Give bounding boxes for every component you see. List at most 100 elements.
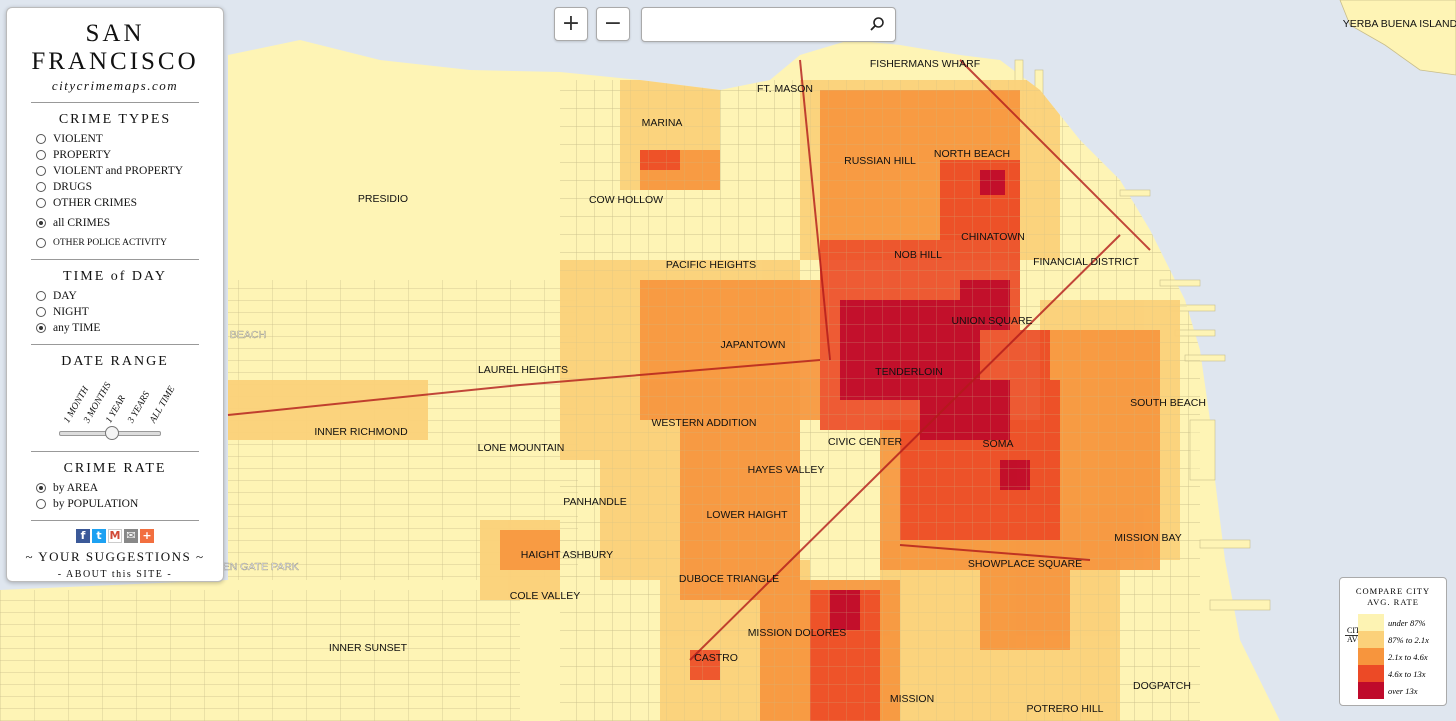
nb-label: UNION SQUARE: [951, 315, 1032, 327]
radio-property[interactable]: PROPERTY: [36, 147, 211, 163]
legend-swatch: [1358, 665, 1384, 682]
suggestions-link[interactable]: ~ YOUR SUGGESTIONS ~: [25, 549, 205, 564]
magnifier-icon[interactable]: [869, 16, 885, 32]
radio-button[interactable]: [36, 150, 46, 160]
radio-button[interactable]: [36, 166, 46, 176]
nb-label: COLE VALLEY: [510, 590, 580, 602]
crime-density-layer: [228, 80, 1200, 721]
time-of-day-heading: TIME of DAY: [63, 269, 167, 284]
option-label: all CRIMES: [53, 217, 111, 229]
nb-label: LONE MOUNTAIN: [478, 442, 565, 454]
radio-button[interactable]: [36, 307, 46, 317]
radio-violent-and-property[interactable]: VIOLENT and PROPERTY: [36, 163, 211, 179]
radio-night[interactable]: NIGHT: [36, 304, 211, 320]
nb-label: INNER SUNSET: [329, 642, 408, 654]
option-label: VIOLENT: [53, 133, 103, 145]
radio-button[interactable]: [36, 198, 46, 208]
range-label: 1 YEAR: [104, 394, 128, 425]
control-panel: SAN FRANCISCO citycrimemaps.com CRIME TY…: [6, 7, 224, 582]
nb-label: MISSION: [890, 693, 934, 705]
radio-day[interactable]: DAY: [36, 288, 211, 304]
legend-label: over 13x: [1388, 685, 1418, 696]
nb-label: TENDERLOIN: [875, 366, 943, 378]
email-icon[interactable]: ✉: [124, 529, 138, 543]
legend-row: under 87%: [1358, 614, 1426, 631]
facebook-icon[interactable]: f: [76, 529, 90, 543]
nb-label: NORTH BEACH: [934, 148, 1010, 160]
gmail-icon[interactable]: M: [108, 529, 122, 543]
yerba-buena-island: [1339, 0, 1456, 76]
legend-row: 4.6x to 13x: [1358, 665, 1426, 682]
radio-other-police-activity[interactable]: OTHER POLICE ACTIVITY: [36, 235, 211, 251]
site-title: SAN FRANCISCO: [19, 20, 211, 76]
zoom-out-button[interactable]: −: [596, 7, 630, 41]
nb-label: INNER RICHMOND: [314, 426, 408, 438]
nb-label: MARINA: [642, 117, 683, 129]
radio-all-crimes[interactable]: all CRIMES: [36, 215, 211, 231]
radio-button-selected[interactable]: [36, 218, 46, 228]
legend-swatch: [1358, 648, 1384, 665]
nb-label: FT. MASON: [757, 83, 813, 95]
date-range-slider[interactable]: 1 MONTH 3 MONTHS 1 YEAR 3 YEARS ALL TIME: [29, 373, 201, 443]
radio-button[interactable]: [36, 291, 46, 301]
divider: [31, 102, 199, 103]
plus-icon[interactable]: +: [140, 529, 154, 543]
divider: [31, 259, 199, 260]
nb-label: DUBOCE TRIANGLE: [679, 573, 779, 585]
title-line-2: FRANCISCO: [31, 48, 199, 75]
option-label: NIGHT: [53, 306, 89, 318]
nb-label: NOB HILL: [894, 249, 942, 261]
radio-by-area[interactable]: by AREA: [36, 480, 211, 496]
radio-button[interactable]: [36, 238, 46, 248]
legend-label: under 87%: [1388, 617, 1426, 628]
title-line-1: SAN: [85, 20, 145, 47]
radio-by-population[interactable]: by POPULATION: [36, 496, 211, 512]
search-box: [641, 7, 896, 42]
option-label: DAY: [53, 290, 77, 302]
nb-label: LOWER HAIGHT: [706, 509, 788, 521]
radio-button[interactable]: [36, 182, 46, 192]
search-input[interactable]: [648, 10, 862, 42]
option-label: OTHER CRIMES: [53, 197, 138, 209]
twitter-icon[interactable]: t: [92, 529, 106, 543]
divider: [31, 344, 199, 345]
range-label: ALL TIME: [148, 384, 178, 425]
about-link[interactable]: - ABOUT this SITE -: [57, 569, 173, 580]
avg-label: AVG.: [1347, 635, 1366, 644]
crime-types-heading: CRIME TYPES: [58, 112, 172, 127]
option-label: any TIME: [53, 322, 101, 334]
radio-button-selected[interactable]: [36, 483, 46, 493]
radio-other-crimes[interactable]: OTHER CRIMES: [36, 195, 211, 211]
option-label: OTHER POLICE ACTIVITY: [53, 238, 167, 248]
radio-button[interactable]: [36, 499, 46, 509]
option-label: VIOLENT and PROPERTY: [53, 165, 184, 177]
divider: [31, 520, 199, 521]
legend-swatch: [1358, 631, 1384, 648]
legend-title: COMPARE CITY AVG. RATE: [1340, 586, 1446, 608]
legend-row: over 13x: [1358, 682, 1418, 699]
radio-any-time[interactable]: any TIME: [36, 320, 211, 336]
radio-button[interactable]: [36, 134, 46, 144]
option-label: DRUGS: [53, 181, 92, 193]
nb-label: DOGPATCH: [1133, 680, 1191, 692]
nb-label: PANHANDLE: [563, 496, 626, 508]
option-label: PROPERTY: [53, 149, 112, 161]
nb-label: MISSION BAY: [1114, 532, 1182, 544]
nb-label: RUSSIAN HILL: [844, 155, 916, 167]
crime-rate-heading: CRIME RATE: [63, 461, 167, 476]
legend-row: 2.1x to 4.6x: [1358, 648, 1428, 665]
radio-violent[interactable]: VIOLENT: [36, 131, 211, 147]
legend-swatch: [1358, 682, 1384, 699]
site-url[interactable]: citycrimemaps.com: [51, 78, 179, 93]
zoom-in-button[interactable]: +: [554, 7, 588, 41]
date-range-heading: DATE RANGE: [61, 354, 169, 369]
option-label: by AREA: [53, 482, 99, 494]
nb-label: WESTERN ADDITION: [651, 417, 756, 429]
nb-label: HAYES VALLEY: [748, 464, 825, 476]
city-label: CITY: [1347, 626, 1366, 635]
radio-button-selected[interactable]: [36, 323, 46, 333]
radio-drugs[interactable]: DRUGS: [36, 179, 211, 195]
slider-thumb[interactable]: [105, 426, 119, 440]
city-avg-label: CITY AVG.: [1347, 626, 1366, 644]
